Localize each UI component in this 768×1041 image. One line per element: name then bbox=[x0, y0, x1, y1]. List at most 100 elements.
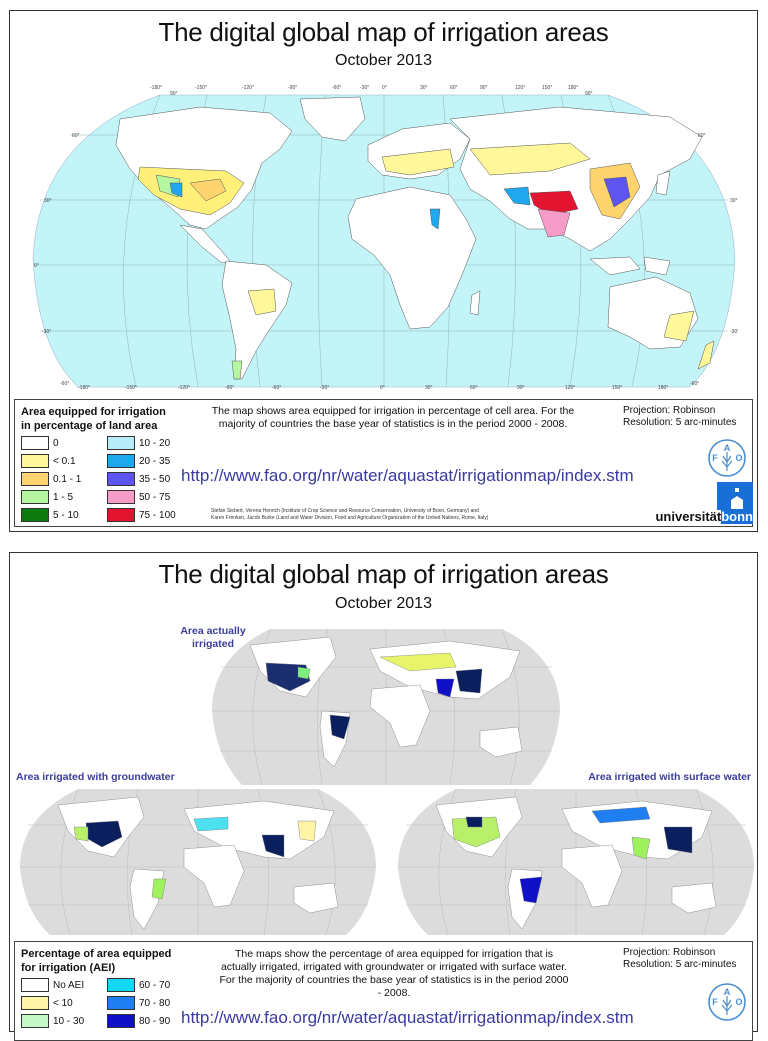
legend-item: 35 - 50 bbox=[107, 472, 170, 486]
top-longitude-labels: -180° -150° -120° -90° -60° -30° 0° 30° 60° 9… bbox=[150, 85, 578, 91]
legend-item: 60 - 70 bbox=[107, 978, 170, 992]
svg-text:30°: 30° bbox=[420, 85, 428, 91]
legend-item: 75 - 100 bbox=[107, 508, 176, 522]
legend-item: 1 - 5 bbox=[21, 490, 73, 504]
legend-swatch bbox=[21, 454, 49, 468]
svg-text:-60°: -60° bbox=[60, 381, 69, 387]
legend-swatch bbox=[107, 996, 135, 1010]
poster-title: The digital global map of irrigation are… bbox=[158, 559, 609, 589]
svg-text:-180°: -180° bbox=[150, 85, 162, 91]
svg-text:-60°: -60° bbox=[272, 385, 281, 391]
svg-text:A: A bbox=[724, 443, 731, 453]
legend-item: 0.1 - 1 bbox=[21, 472, 81, 486]
bottom-longitude-labels: -180° -150° -120° -90° -60° -30° 0° 30° 60° 9… bbox=[78, 385, 668, 391]
legend-swatch bbox=[107, 454, 135, 468]
bonn-building-icon bbox=[731, 488, 743, 512]
poster-title: The digital global map of irrigation are… bbox=[158, 17, 609, 47]
svg-text:60°: 60° bbox=[698, 133, 706, 139]
svg-text:90°: 90° bbox=[170, 91, 178, 97]
svg-text:120°: 120° bbox=[515, 85, 525, 91]
world-map-groundwater[interactable] bbox=[18, 787, 378, 937]
fao-logo-icon: A F O bbox=[708, 983, 746, 1021]
legend-item: 10 - 20 bbox=[107, 436, 170, 450]
svg-text:-30°: -30° bbox=[320, 385, 329, 391]
svg-text:O: O bbox=[735, 997, 742, 1007]
svg-text:-60°: -60° bbox=[690, 381, 699, 387]
map-label-groundwater: Area irrigated with groundwater bbox=[16, 771, 175, 783]
svg-text:30°: 30° bbox=[44, 198, 52, 204]
legend-swatch bbox=[21, 490, 49, 504]
svg-text:150°: 150° bbox=[612, 385, 622, 391]
legend-item: 20 - 35 bbox=[107, 454, 170, 468]
svg-text:-120°: -120° bbox=[178, 385, 190, 391]
projection-info: Projection: Robinson Resolution: 5 arc-m… bbox=[623, 405, 737, 428]
map-poster-area-equipped: The digital global map of irrigation are… bbox=[9, 10, 758, 532]
svg-text:0°: 0° bbox=[34, 263, 39, 269]
legend-swatch bbox=[107, 1014, 135, 1028]
map-label-actually-irrigated: Area actually irrigated bbox=[180, 625, 246, 650]
svg-text:0°: 0° bbox=[382, 85, 387, 91]
poster-subtitle: October 2013 bbox=[335, 595, 432, 612]
map-label-surface-water: Area irrigated with surface water bbox=[588, 771, 751, 783]
svg-text:-90°: -90° bbox=[225, 385, 234, 391]
legend-swatch bbox=[107, 508, 135, 522]
legend-swatch bbox=[21, 978, 49, 992]
svg-text:90°: 90° bbox=[585, 91, 593, 97]
svg-text:30°: 30° bbox=[730, 198, 738, 204]
world-map-surface-water[interactable] bbox=[396, 787, 756, 937]
info-box: Percentage of area equipped for irrigati… bbox=[14, 941, 753, 1041]
continents bbox=[115, 96, 715, 380]
legend-swatch bbox=[21, 1014, 49, 1028]
svg-text:-180°: -180° bbox=[78, 385, 90, 391]
legend-item: 0 bbox=[21, 436, 59, 450]
aquastat-link[interactable]: http://www.fao.org/nr/water/aquastat/irr… bbox=[181, 466, 634, 485]
svg-text:90°: 90° bbox=[517, 385, 525, 391]
legend-title: Percentage of area equipped for irrigati… bbox=[21, 948, 172, 974]
credits: Stefan Siebert, Verena Henrich (Institut… bbox=[211, 508, 489, 521]
svg-text:60°: 60° bbox=[450, 85, 458, 91]
info-box: Area equipped for irrigation in percenta… bbox=[14, 399, 753, 527]
legend-swatch bbox=[107, 436, 135, 450]
svg-text:150°: 150° bbox=[542, 85, 552, 91]
legend-swatch bbox=[21, 472, 49, 486]
legend-swatch bbox=[21, 996, 49, 1010]
svg-text:A: A bbox=[724, 987, 731, 997]
svg-text:-150°: -150° bbox=[195, 85, 207, 91]
legend-item: 5 - 10 bbox=[21, 508, 79, 522]
university-bonn-logo: universitätbonn bbox=[649, 482, 753, 524]
svg-text:60°: 60° bbox=[72, 133, 80, 139]
legend-item: < 0.1 bbox=[21, 454, 76, 468]
legend-swatch bbox=[107, 978, 135, 992]
svg-text:30°: 30° bbox=[425, 385, 433, 391]
map-description: The maps show the percentage of area equ… bbox=[219, 948, 569, 999]
world-map-area-equipped[interactable]: -180° -150° -120° -90° -60° -30° 0° 30° 60° 9… bbox=[30, 79, 738, 391]
legend-swatch bbox=[21, 436, 49, 450]
legend-swatch bbox=[107, 490, 135, 504]
svg-text:0°: 0° bbox=[380, 385, 385, 391]
svg-text:O: O bbox=[735, 453, 742, 463]
svg-text:-60°: -60° bbox=[332, 85, 341, 91]
map-poster-irrigation-sources: The digital global map of irrigation are… bbox=[9, 552, 758, 1041]
map-description: The map shows area equipped for irrigati… bbox=[211, 405, 575, 430]
svg-text:-30°: -30° bbox=[360, 85, 369, 91]
legend-item: 80 - 90 bbox=[107, 1014, 170, 1028]
aquastat-link[interactable]: http://www.fao.org/nr/water/aquastat/irr… bbox=[181, 1008, 634, 1027]
world-map-actually-irrigated[interactable] bbox=[210, 627, 562, 787]
legend-item: 70 - 80 bbox=[107, 996, 170, 1010]
legend-swatch bbox=[21, 508, 49, 522]
legend-item: 10 - 30 bbox=[21, 1014, 84, 1028]
svg-text:60°: 60° bbox=[470, 385, 478, 391]
legend-item: 50 - 75 bbox=[107, 490, 170, 504]
legend-title: Area equipped for irrigation in percenta… bbox=[21, 406, 166, 432]
svg-text:180°: 180° bbox=[658, 385, 668, 391]
fao-logo-icon: A F O bbox=[708, 439, 746, 477]
svg-text:-30°: -30° bbox=[730, 329, 738, 335]
svg-text:-90°: -90° bbox=[288, 85, 297, 91]
legend-item: < 10 bbox=[21, 996, 73, 1010]
legend-item: No AEI bbox=[21, 978, 84, 992]
svg-text:90°: 90° bbox=[480, 85, 488, 91]
svg-text:-30°: -30° bbox=[42, 329, 51, 335]
svg-text:F: F bbox=[712, 997, 718, 1007]
svg-text:F: F bbox=[712, 453, 718, 463]
svg-text:120°: 120° bbox=[565, 385, 575, 391]
